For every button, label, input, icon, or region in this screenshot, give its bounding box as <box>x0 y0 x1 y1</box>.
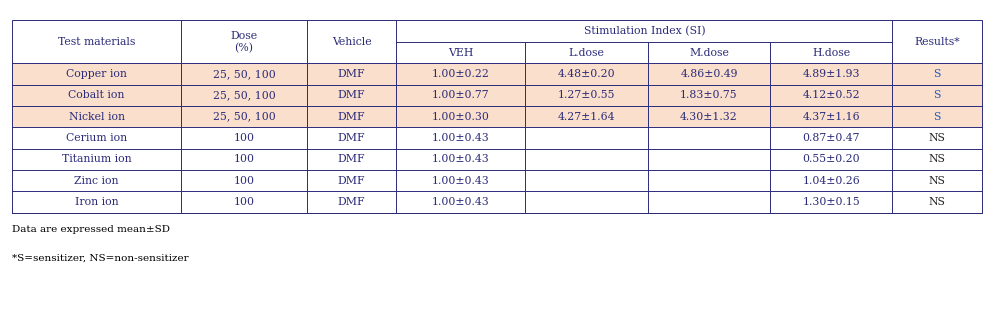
Text: 4.30±1.32: 4.30±1.32 <box>680 112 738 122</box>
Bar <box>12 63 982 84</box>
Text: 1.83±0.75: 1.83±0.75 <box>680 90 738 100</box>
Text: 1.00±0.43: 1.00±0.43 <box>432 154 490 164</box>
Bar <box>12 84 982 106</box>
Text: Data are expressed mean±SD: Data are expressed mean±SD <box>12 225 170 234</box>
Text: NS: NS <box>928 133 945 143</box>
Text: 4.48±0.20: 4.48±0.20 <box>558 69 615 79</box>
Text: DMF: DMF <box>338 90 366 100</box>
Bar <box>12 20 982 213</box>
Text: 1.00±0.43: 1.00±0.43 <box>432 175 490 186</box>
Text: S: S <box>933 90 941 100</box>
Text: 100: 100 <box>234 197 254 207</box>
Text: Results*: Results* <box>914 37 960 47</box>
Text: Zinc ion: Zinc ion <box>75 175 119 186</box>
Text: DMF: DMF <box>338 133 366 143</box>
Text: Iron ion: Iron ion <box>75 197 118 207</box>
Text: H.dose: H.dose <box>812 48 851 58</box>
Text: 1.00±0.43: 1.00±0.43 <box>432 133 490 143</box>
Text: NS: NS <box>928 154 945 164</box>
Text: 100: 100 <box>234 154 254 164</box>
Text: Cobalt ion: Cobalt ion <box>69 90 125 100</box>
Bar <box>12 106 982 127</box>
Text: *S=sensitizer, NS=non-sensitizer: *S=sensitizer, NS=non-sensitizer <box>12 254 189 263</box>
Text: 100: 100 <box>234 175 254 186</box>
Text: DMF: DMF <box>338 175 366 186</box>
Text: Dose
(%): Dose (%) <box>231 31 257 53</box>
Text: Copper ion: Copper ion <box>67 69 127 79</box>
Text: L.dose: L.dose <box>569 48 604 58</box>
Text: 4.86±0.49: 4.86±0.49 <box>680 69 738 79</box>
Text: 25, 50, 100: 25, 50, 100 <box>213 69 275 79</box>
Text: 25, 50, 100: 25, 50, 100 <box>213 112 275 122</box>
Text: NS: NS <box>928 175 945 186</box>
Text: 4.89±1.93: 4.89±1.93 <box>802 69 860 79</box>
Text: 1.27±0.55: 1.27±0.55 <box>558 90 615 100</box>
Text: S: S <box>933 112 941 122</box>
Text: DMF: DMF <box>338 112 366 122</box>
Text: 1.00±0.30: 1.00±0.30 <box>432 112 490 122</box>
Text: 100: 100 <box>234 133 254 143</box>
Text: 25, 50, 100: 25, 50, 100 <box>213 90 275 100</box>
Text: DMF: DMF <box>338 69 366 79</box>
Text: Vehicle: Vehicle <box>332 37 372 47</box>
Text: Cerium ion: Cerium ion <box>66 133 127 143</box>
Text: Stimulation Index (SI): Stimulation Index (SI) <box>583 26 706 36</box>
Text: 4.12±0.52: 4.12±0.52 <box>802 90 860 100</box>
Text: Titanium ion: Titanium ion <box>62 154 131 164</box>
Text: 1.00±0.43: 1.00±0.43 <box>432 197 490 207</box>
Text: 4.27±1.64: 4.27±1.64 <box>558 112 615 122</box>
Text: S: S <box>933 69 941 79</box>
Text: Nickel ion: Nickel ion <box>69 112 124 122</box>
Text: M.dose: M.dose <box>689 48 729 58</box>
Text: NS: NS <box>928 197 945 207</box>
Bar <box>12 20 982 213</box>
Text: 1.30±0.15: 1.30±0.15 <box>802 197 860 207</box>
Text: 1.00±0.22: 1.00±0.22 <box>432 69 490 79</box>
Text: Test materials: Test materials <box>58 37 135 47</box>
Text: 1.04±0.26: 1.04±0.26 <box>802 175 860 186</box>
Text: DMF: DMF <box>338 154 366 164</box>
Text: DMF: DMF <box>338 197 366 207</box>
Text: 0.87±0.47: 0.87±0.47 <box>802 133 860 143</box>
Text: 1.00±0.77: 1.00±0.77 <box>432 90 490 100</box>
Text: VEH: VEH <box>448 48 473 58</box>
Text: 0.55±0.20: 0.55±0.20 <box>802 154 860 164</box>
Text: 4.37±1.16: 4.37±1.16 <box>802 112 860 122</box>
